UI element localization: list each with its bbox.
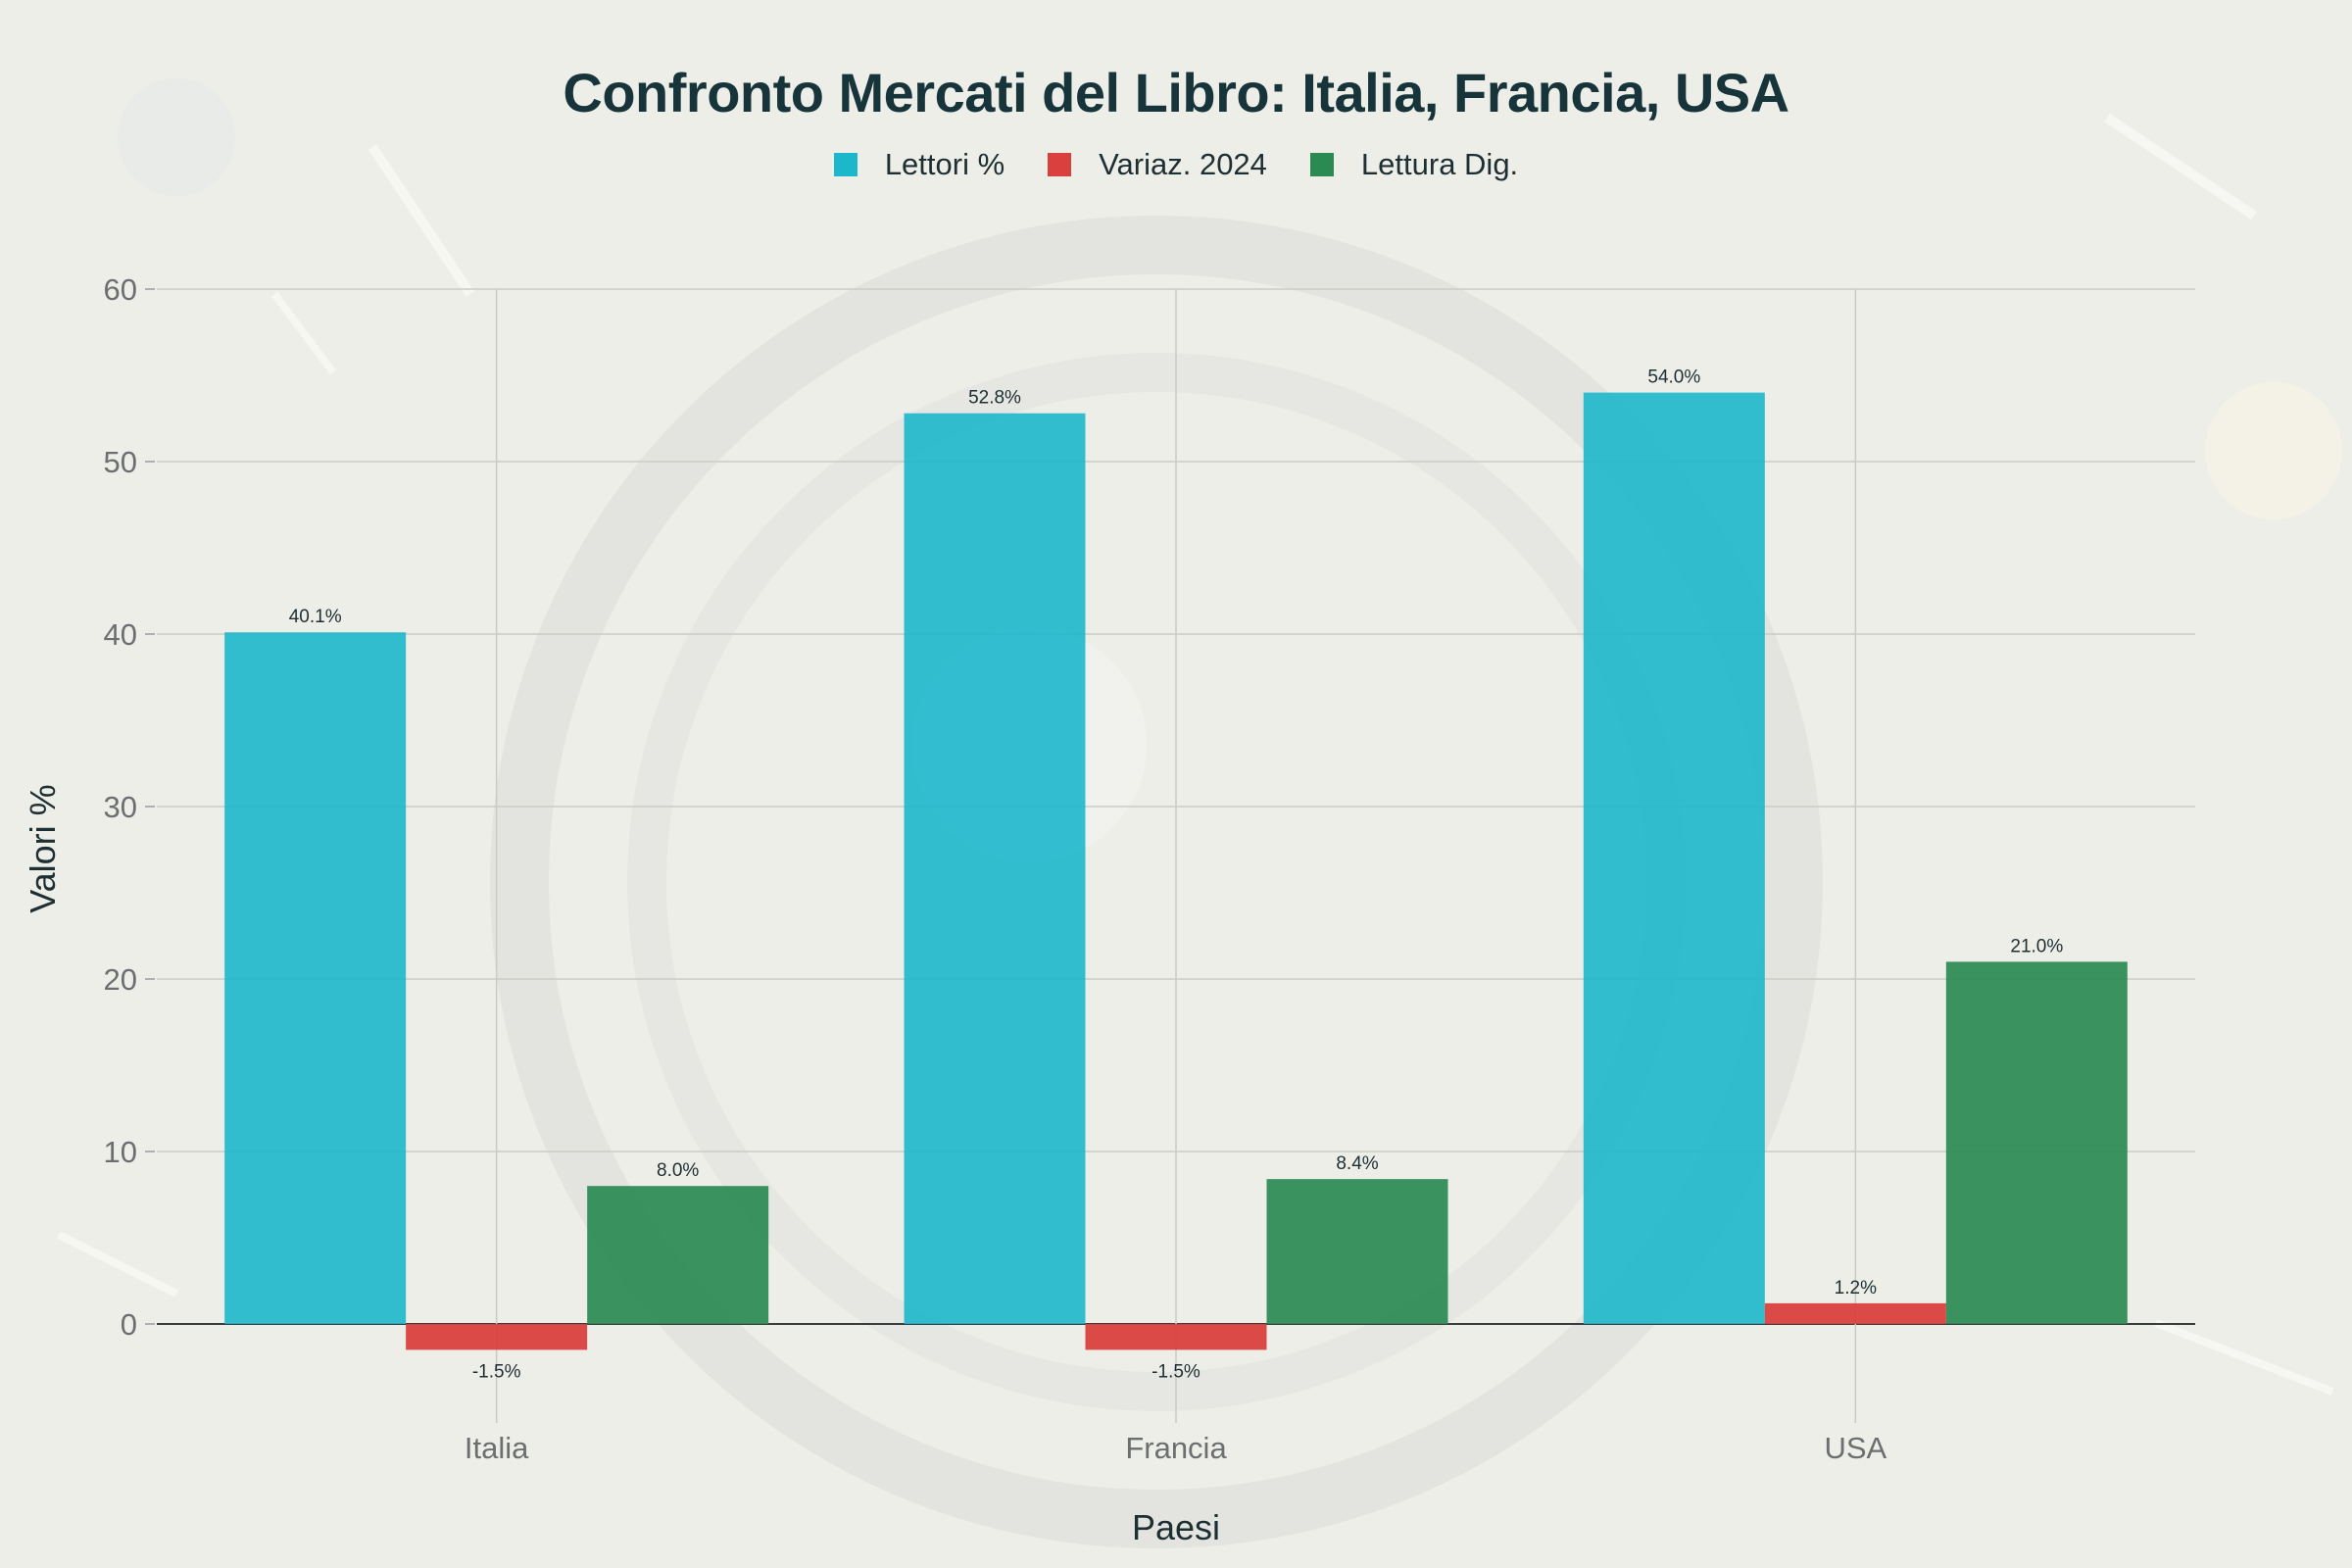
bar-variaz-2024-francia[interactable] <box>1085 1324 1267 1350</box>
y-tick-label: 40 <box>104 617 137 652</box>
legend-item-variazione[interactable]: Variaz. 2024 <box>1048 147 1267 182</box>
bars <box>224 392 2128 1350</box>
data-label: 52.8% <box>968 388 1021 409</box>
y-axis-title: Valori % <box>23 784 63 913</box>
data-label: 21.0% <box>2010 936 2063 956</box>
bar-lettura-dig--italia[interactable] <box>587 1186 769 1324</box>
legend-label-lettori: Lettori % <box>884 147 1005 181</box>
legend-swatch-digitale <box>1309 153 1334 176</box>
x-axis-title: Paesi <box>1131 1507 1221 1547</box>
data-label: 8.0% <box>657 1160 699 1181</box>
y-tick-label: 60 <box>104 272 137 307</box>
y-tick-label: 0 <box>121 1307 137 1342</box>
bar-variaz-2024-usa[interactable] <box>1764 1302 1946 1324</box>
bar-lettori--italia[interactable] <box>224 632 407 1324</box>
x-tick-label: USA <box>1824 1431 1886 1465</box>
data-label: 54.0% <box>1647 368 1700 388</box>
data-label: -1.5% <box>472 1361 521 1382</box>
x-tick-label: Italia <box>465 1431 529 1465</box>
data-label: -1.5% <box>1152 1361 1200 1382</box>
data-label: 1.2% <box>1835 1278 1877 1298</box>
legend-label-variazione: Variaz. 2024 <box>1099 147 1267 181</box>
y-tick-label: 30 <box>104 790 137 824</box>
data-labels: 40.1% 52.8% 54.0% -1.5% -1.5% 1.2% 8.0% 8.4% 21.… <box>289 368 2064 1383</box>
chart-title: Confronto Mercati del Libro: Italia, Fra… <box>563 62 1789 123</box>
y-tick-label: 20 <box>104 962 137 997</box>
legend-swatch-lettori <box>833 153 858 176</box>
bar-lettori--usa[interactable] <box>1583 392 1765 1325</box>
x-tick-label: Francia <box>1125 1431 1227 1465</box>
legend: Lettori % Variaz. 2024 Lettura Dig. <box>0 147 2352 182</box>
legend-item-lettori[interactable]: Lettori % <box>833 147 1005 182</box>
bar-lettura-dig--francia[interactable] <box>1266 1179 1448 1324</box>
legend-item-digitale[interactable]: Lettura Dig. <box>1309 147 1519 182</box>
legend-label-digitale: Lettura Dig. <box>1360 147 1519 181</box>
y-tick-label: 50 <box>104 445 137 479</box>
bar-lettori--francia[interactable] <box>904 413 1086 1325</box>
legend-swatch-variazione <box>1048 153 1072 176</box>
data-label: 8.4% <box>1336 1153 1378 1174</box>
axes: 0 10 20 30 40 50 60 Italia Francia USA <box>104 272 1887 1465</box>
y-tick-label: 10 <box>104 1135 137 1169</box>
data-label: 40.1% <box>289 607 342 627</box>
grid-lines <box>157 288 2195 1423</box>
bar-variaz-2024-italia[interactable] <box>406 1324 588 1350</box>
bar-lettura-dig--usa[interactable] <box>1945 961 2128 1324</box>
